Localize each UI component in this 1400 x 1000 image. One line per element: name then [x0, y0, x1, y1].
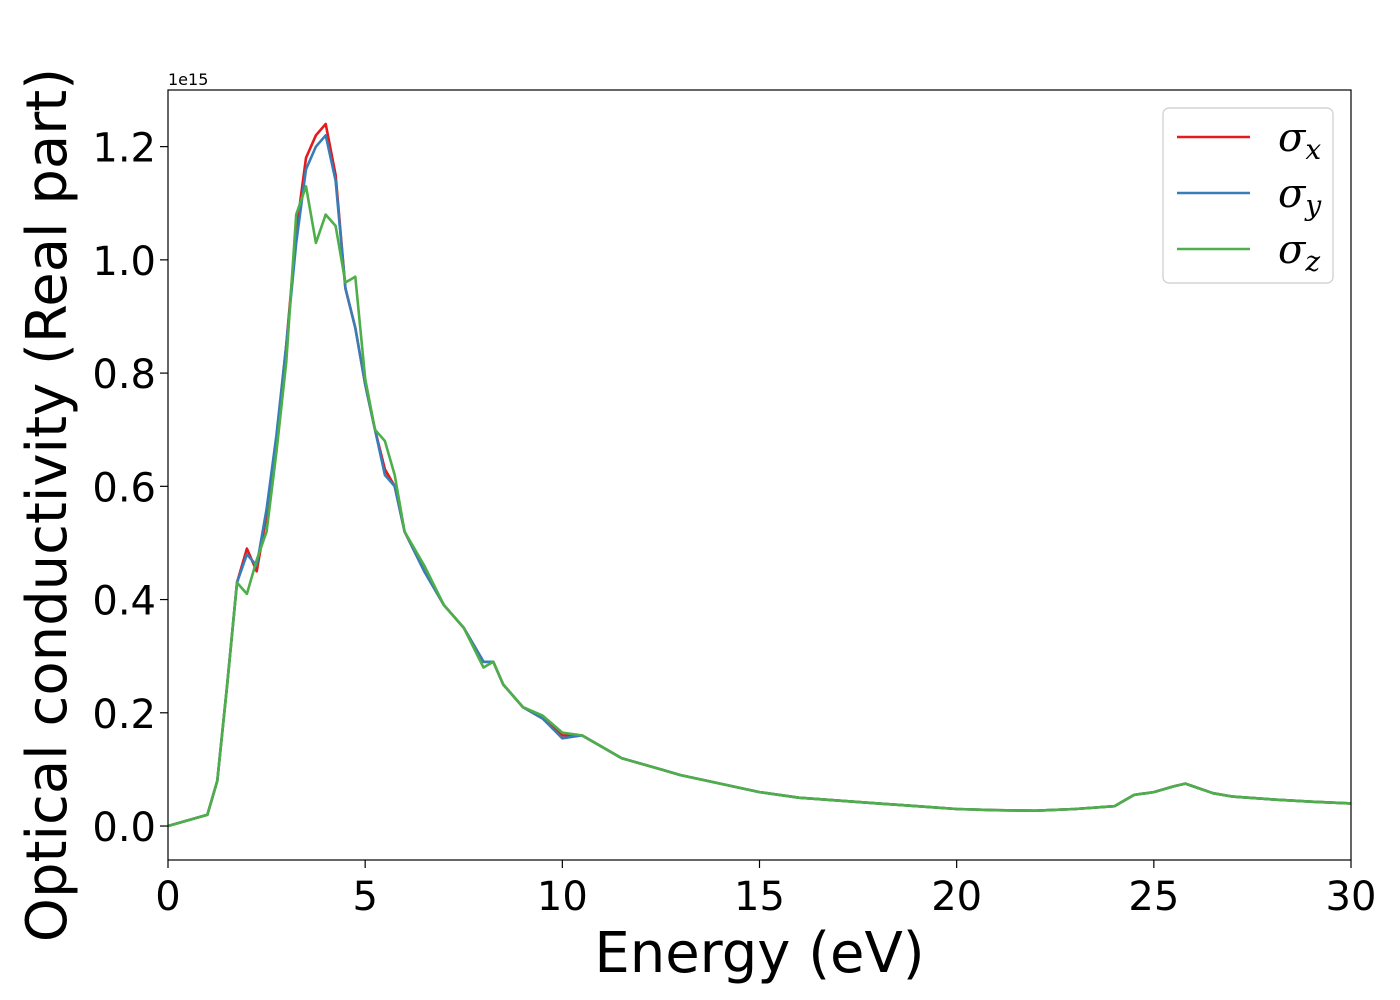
- x-tick-label: 25: [1128, 874, 1179, 920]
- y-tick-label: 1.2: [92, 126, 156, 172]
- legend-box: [1162, 107, 1334, 284]
- x-tick-label: 10: [537, 874, 588, 920]
- x-axis-title: Energy (eV): [594, 921, 924, 986]
- y-tick-label: 1.0: [92, 239, 156, 285]
- x-tick-label: 5: [352, 874, 377, 920]
- y-offset-label: 1e15: [168, 70, 208, 89]
- legend-label-x: σx: [1278, 115, 1321, 166]
- y-tick-label: 0.2: [92, 692, 156, 738]
- y-tick-label: 0.8: [92, 352, 156, 398]
- legend-label-z: σz: [1278, 227, 1320, 278]
- plot-area: [168, 90, 1351, 860]
- y-tick-label: 0.4: [92, 579, 156, 625]
- legend-label-y: σy: [1278, 171, 1322, 222]
- y-tick-label: 0.0: [92, 805, 156, 851]
- x-tick-label: 15: [734, 874, 785, 920]
- x-tick-label: 0: [155, 874, 180, 920]
- y-axis: 0.0 0.2 0.4 0.6 0.8 1.0 1.2: [92, 126, 168, 851]
- y-tick-label: 0.6: [92, 465, 156, 511]
- x-tick-label: 20: [931, 874, 982, 920]
- series-line-z: [167, 185, 1352, 828]
- y-axis-title: Optical conductivity (Real part): [15, 68, 80, 942]
- x-tick-label: 30: [1326, 874, 1377, 920]
- x-axis: 0 5 10 15 20 25 30: [155, 860, 1376, 920]
- series-layer: [167, 122, 1352, 828]
